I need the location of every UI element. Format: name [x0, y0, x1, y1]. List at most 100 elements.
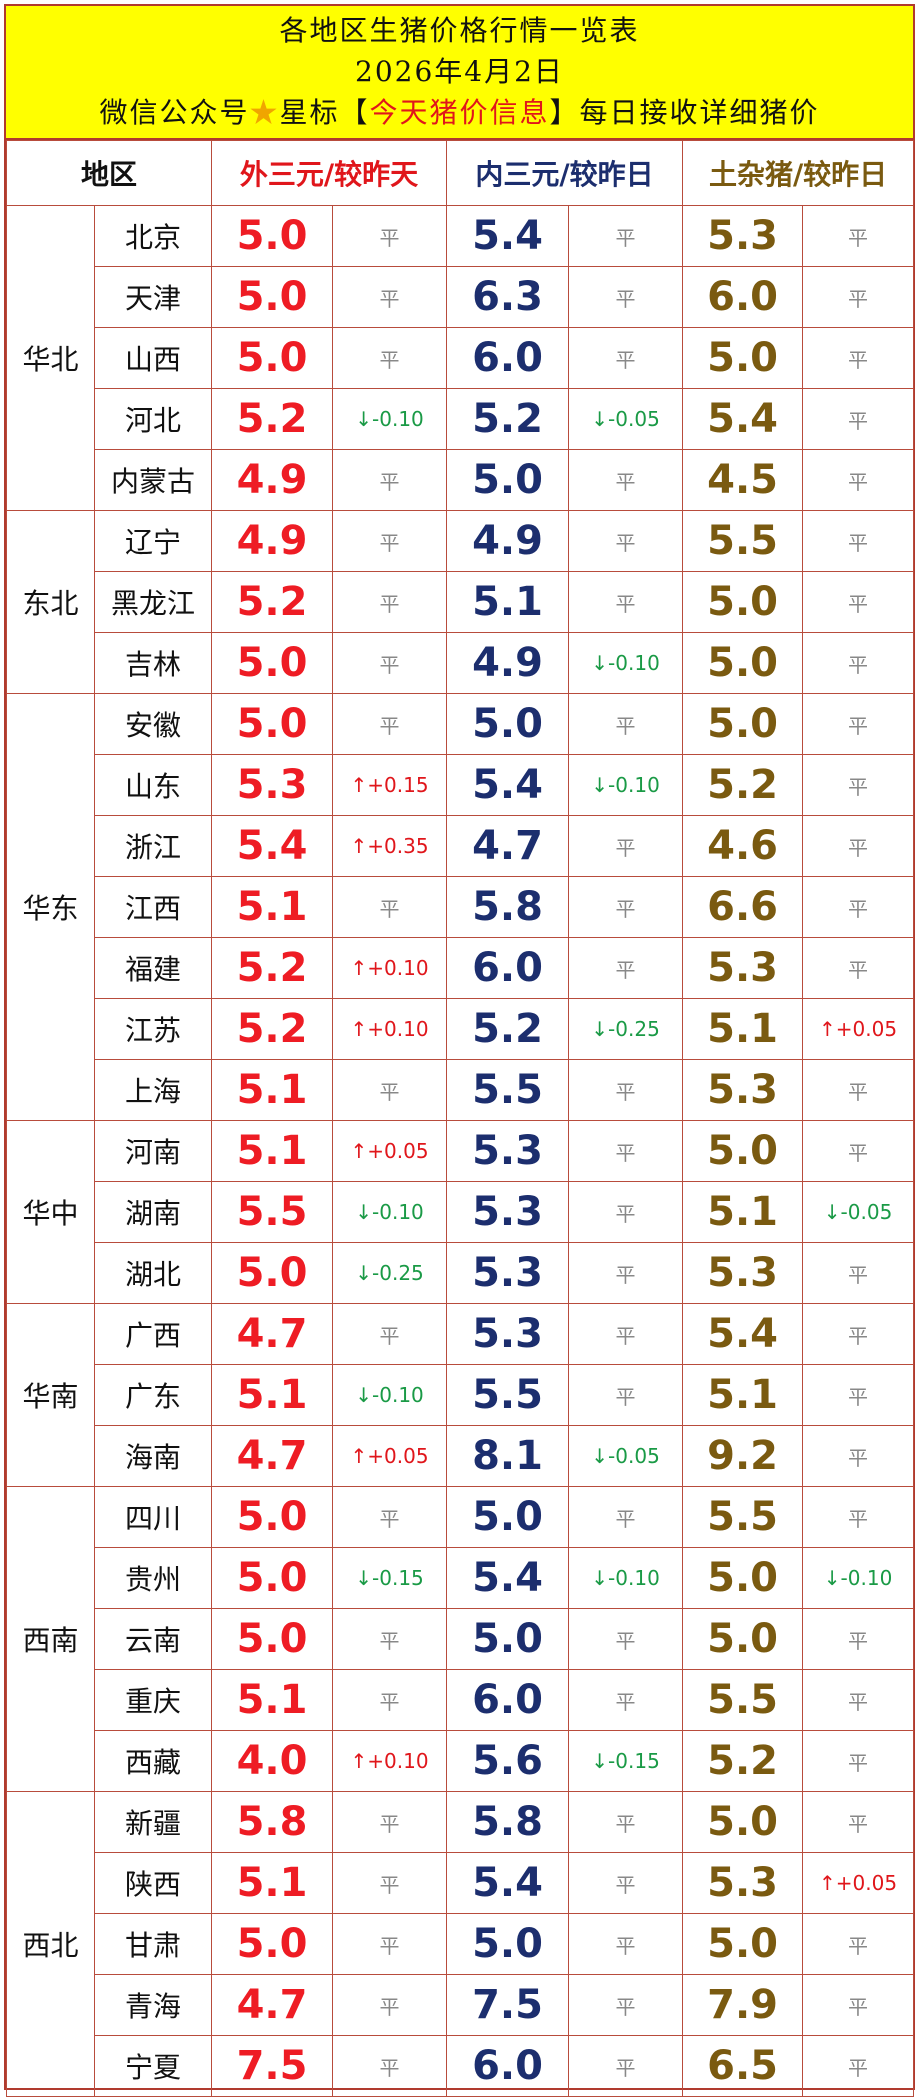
local-price: 6.6 — [682, 876, 804, 938]
outer-price: 5.0 — [211, 1242, 334, 1304]
inner-price: 5.0 — [446, 1608, 570, 1670]
table-row: 天津 5.0 平 6.3 平 6.0 平 — [7, 266, 915, 328]
outer-price: 4.7 — [211, 1974, 334, 2036]
inner-change: ↓-0.10 — [568, 754, 684, 816]
outer-change: ↑+0.05 — [332, 1425, 448, 1487]
promo-line: 微信公众号★星标【今天猪价信息】每日接收详细猪价 — [6, 92, 913, 133]
outer-price: 5.0 — [211, 266, 334, 328]
local-price: 5.5 — [682, 1669, 804, 1731]
table-row: 广东 5.1 ↓-0.10 5.5 平 5.1 平 — [7, 1364, 915, 1426]
local-price: 5.4 — [682, 388, 804, 450]
outer-change: ↓-0.10 — [332, 388, 448, 450]
inner-change: 平 — [568, 1913, 684, 1975]
local-price: 5.0 — [682, 1608, 804, 1670]
province-name: 江苏 — [93, 998, 213, 1060]
inner-change: 平 — [568, 1669, 684, 1731]
local-change: 平 — [802, 388, 915, 450]
inner-price: 5.5 — [446, 1364, 570, 1426]
local-price: 5.0 — [682, 1913, 804, 1975]
local-change: 平 — [802, 1608, 915, 1670]
inner-change: 平 — [568, 1303, 684, 1365]
inner-price: 4.7 — [446, 815, 570, 877]
inner-change: 平 — [568, 1181, 684, 1243]
local-change: 平 — [802, 1974, 915, 2036]
local-change: 平 — [802, 1242, 915, 1304]
province-name: 甘肃 — [93, 1913, 213, 1975]
inner-price: 6.0 — [446, 2035, 570, 2097]
local-price: 6.0 — [682, 266, 804, 328]
outer-change: ↓-0.15 — [332, 1547, 448, 1609]
table-row: 华北 北京 5.0 平 5.4 平 5.3 平 — [6, 205, 915, 511]
inner-change: 平 — [568, 1791, 684, 1853]
table-row: 西南 四川 5.0 平 5.0 平 5.5 平 — [6, 1486, 915, 1792]
local-price: 5.5 — [682, 510, 804, 572]
local-price: 5.0 — [682, 693, 804, 755]
outer-change: 平 — [332, 1059, 448, 1121]
local-change: 平 — [802, 266, 915, 328]
province-name: 宁夏 — [93, 2035, 213, 2097]
outer-change: 平 — [332, 1669, 448, 1731]
local-price: 5.1 — [682, 1364, 804, 1426]
inner-change: 平 — [568, 693, 684, 755]
outer-price: 4.7 — [211, 1425, 334, 1487]
account-name: 今天猪价信息 — [369, 96, 550, 129]
inner-change: 平 — [568, 571, 684, 633]
province-name: 浙江 — [93, 815, 213, 877]
inner-price: 5.0 — [446, 1913, 570, 1975]
inner-price: 6.0 — [446, 327, 570, 389]
local-change: 平 — [802, 1303, 915, 1365]
table-row: 海南 4.7 ↑+0.05 8.1 ↓-0.05 9.2 平 — [7, 1425, 915, 1487]
outer-change: ↑+0.10 — [332, 1730, 448, 1792]
table-row: 重庆 5.1 平 6.0 平 5.5 平 — [7, 1669, 915, 1731]
local-change: 平 — [802, 205, 915, 267]
promo-mid: 星标【 — [279, 96, 370, 129]
outer-price: 4.0 — [211, 1730, 334, 1792]
local-change: 平 — [802, 876, 915, 938]
local-change: 平 — [802, 571, 915, 633]
inner-change: 平 — [568, 449, 684, 511]
inner-change: ↓-0.05 — [568, 1425, 684, 1487]
outer-price: 7.5 — [211, 2035, 334, 2097]
local-price: 5.4 — [682, 1303, 804, 1365]
inner-price: 6.0 — [446, 937, 570, 999]
local-price: 5.3 — [682, 1852, 804, 1914]
outer-change: 平 — [332, 693, 448, 755]
local-change: 平 — [802, 1669, 915, 1731]
inner-price: 6.3 — [446, 266, 570, 328]
region-label: 华南 — [6, 1303, 95, 1487]
outer-price: 5.0 — [211, 327, 334, 389]
province-name: 黑龙江 — [93, 571, 213, 633]
outer-change: 平 — [332, 1913, 448, 1975]
outer-price: 5.2 — [211, 388, 334, 450]
outer-change: 平 — [332, 449, 448, 511]
page-title: 各地区生猪价格行情一览表 — [279, 14, 640, 47]
inner-change: ↓-0.05 — [568, 388, 684, 450]
outer-change: ↓-0.10 — [332, 1364, 448, 1426]
local-price: 5.3 — [682, 205, 804, 267]
local-change: 平 — [802, 1059, 915, 1121]
local-price: 5.0 — [682, 1120, 804, 1182]
table-row: 内蒙古 4.9 平 5.0 平 4.5 平 — [7, 449, 915, 511]
inner-change: ↓-0.10 — [568, 1547, 684, 1609]
province-name: 江西 — [93, 876, 213, 938]
outer-change: 平 — [332, 571, 448, 633]
province-name: 内蒙古 — [93, 449, 213, 511]
inner-price: 5.4 — [446, 205, 570, 267]
outer-change: ↓-0.25 — [332, 1242, 448, 1304]
column-header-outer: 外三元/较昨天 — [211, 140, 448, 206]
outer-price: 5.1 — [211, 1852, 334, 1914]
local-price: 5.2 — [682, 1730, 804, 1792]
inner-change: 平 — [568, 266, 684, 328]
outer-price: 5.0 — [211, 1486, 334, 1548]
inner-change: 平 — [568, 1364, 684, 1426]
province-name: 吉林 — [93, 632, 213, 694]
inner-price: 5.4 — [446, 1547, 570, 1609]
table-body: 华北 北京 5.0 平 5.4 平 5.3 平天津 5.0 平 6.3 平 6.0 平山西 5.0 平 6.0 平… — [6, 205, 915, 2097]
province-name: 海南 — [93, 1425, 213, 1487]
inner-price: 5.0 — [446, 1486, 570, 1548]
table-row: 华东 安徽 5.0 平 5.0 平 5.0 平 — [6, 693, 915, 1121]
local-change: ↑+0.05 — [802, 998, 915, 1060]
inner-price: 5.4 — [446, 1852, 570, 1914]
local-price: 5.1 — [682, 998, 804, 1060]
inner-change: 平 — [568, 1608, 684, 1670]
